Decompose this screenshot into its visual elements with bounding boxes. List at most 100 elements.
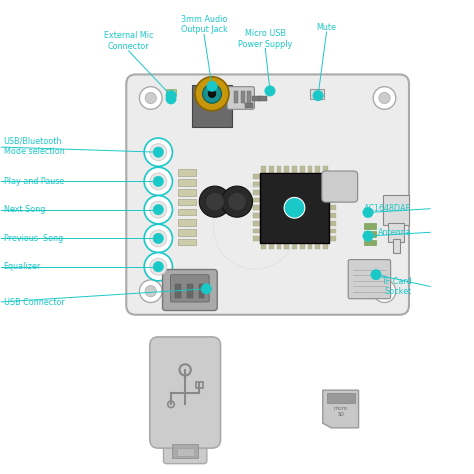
Circle shape <box>199 186 230 217</box>
Circle shape <box>363 207 373 218</box>
Circle shape <box>155 263 162 271</box>
Text: External Mic
Connector: External Mic Connector <box>104 31 154 51</box>
FancyBboxPatch shape <box>171 275 209 302</box>
Circle shape <box>265 86 275 96</box>
Bar <box>329 174 336 179</box>
Bar <box>383 195 409 225</box>
Bar <box>329 198 336 202</box>
Circle shape <box>313 91 323 101</box>
Bar <box>327 393 355 403</box>
Text: Previous  Song: Previous Song <box>4 234 63 243</box>
Circle shape <box>155 148 162 156</box>
Bar <box>364 223 376 228</box>
Circle shape <box>144 196 173 224</box>
Bar <box>308 243 312 249</box>
Bar <box>292 166 297 173</box>
Bar <box>241 91 245 103</box>
Circle shape <box>150 258 167 275</box>
Bar <box>178 189 196 196</box>
Circle shape <box>144 167 173 196</box>
Bar <box>178 239 196 246</box>
Bar <box>329 182 336 187</box>
Bar <box>260 173 329 243</box>
Bar <box>329 228 336 233</box>
Bar <box>300 243 305 249</box>
Bar <box>269 166 273 173</box>
Circle shape <box>284 197 305 218</box>
Bar <box>315 166 320 173</box>
Circle shape <box>153 147 164 157</box>
Text: Equalizer: Equalizer <box>4 262 41 271</box>
Bar <box>253 228 260 233</box>
Bar <box>253 198 260 202</box>
Circle shape <box>373 87 396 109</box>
Circle shape <box>144 138 173 166</box>
Circle shape <box>205 192 224 211</box>
Bar <box>261 243 266 249</box>
FancyBboxPatch shape <box>150 337 220 448</box>
Circle shape <box>166 91 176 101</box>
Bar <box>277 243 282 249</box>
Bar <box>245 103 253 108</box>
Bar <box>234 91 238 103</box>
Circle shape <box>195 77 229 111</box>
Text: Mute: Mute <box>317 23 337 32</box>
Bar <box>178 169 196 176</box>
Circle shape <box>373 280 396 302</box>
Circle shape <box>207 81 217 91</box>
Text: 3mm Audio
Output Jack: 3mm Audio Output Jack <box>181 15 228 35</box>
Circle shape <box>155 178 162 185</box>
Bar <box>308 166 312 173</box>
Circle shape <box>379 285 390 297</box>
Text: USB/Bluetooth
Mode selection: USB/Bluetooth Mode selection <box>4 137 64 156</box>
Bar <box>253 205 260 210</box>
Bar <box>253 174 260 179</box>
Bar <box>253 237 260 241</box>
Bar <box>253 213 260 218</box>
Bar <box>187 284 193 298</box>
Bar <box>199 284 204 298</box>
Circle shape <box>153 262 164 272</box>
Text: AC1648DAF: AC1648DAF <box>365 204 411 213</box>
FancyBboxPatch shape <box>348 260 391 299</box>
Circle shape <box>150 230 167 247</box>
Bar <box>253 221 260 226</box>
Bar <box>175 284 181 298</box>
Text: TF Card
Socket: TF Card Socket <box>381 277 411 296</box>
Text: Antenna: Antenna <box>378 228 411 237</box>
Bar <box>177 447 194 456</box>
Circle shape <box>363 231 373 241</box>
Circle shape <box>228 192 246 211</box>
Bar <box>259 96 267 101</box>
Bar <box>196 382 203 388</box>
Circle shape <box>145 285 156 297</box>
Circle shape <box>371 270 381 280</box>
Bar <box>178 219 196 226</box>
Bar <box>284 166 289 173</box>
Bar <box>323 166 328 173</box>
Bar <box>252 96 260 101</box>
Bar <box>166 89 176 96</box>
Circle shape <box>202 84 221 103</box>
Bar <box>247 91 251 103</box>
Bar <box>269 243 273 249</box>
Bar <box>178 209 196 215</box>
Bar <box>323 243 328 249</box>
Circle shape <box>150 144 167 161</box>
Circle shape <box>153 204 164 215</box>
Text: Play and Pause: Play and Pause <box>4 177 64 186</box>
Circle shape <box>150 201 167 218</box>
Circle shape <box>144 224 173 253</box>
Bar <box>192 85 232 127</box>
Circle shape <box>153 233 164 244</box>
Bar <box>329 213 336 218</box>
Circle shape <box>221 186 253 217</box>
Bar <box>364 240 376 246</box>
Bar <box>364 231 376 237</box>
Bar <box>392 239 400 254</box>
Circle shape <box>139 87 162 109</box>
Bar <box>329 190 336 195</box>
Text: Next Song: Next Song <box>4 205 45 214</box>
FancyBboxPatch shape <box>163 270 217 310</box>
Bar <box>292 243 297 249</box>
